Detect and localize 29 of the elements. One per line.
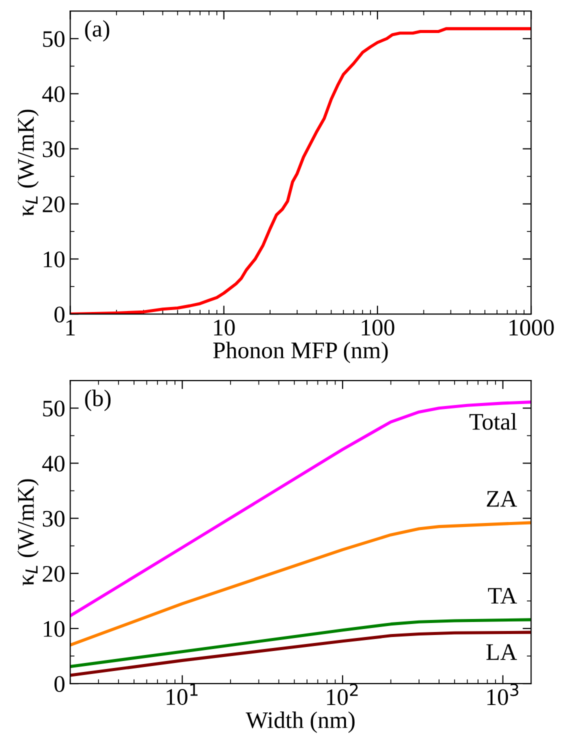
- y-tick-label: 20: [42, 566, 64, 582]
- x-tick-label: 10$^{3}$: [487, 684, 518, 706]
- y-axis-title: κ$_{L}$ (W/mK): [17, 110, 39, 216]
- series-label: Total: [469, 413, 517, 430]
- annotation: (b): [85, 390, 111, 412]
- series-label: TA: [488, 588, 518, 604]
- x-tick-label: 1000: [510, 320, 554, 336]
- y-tick-label: 50: [43, 400, 64, 417]
- series-label: ZA: [486, 490, 518, 507]
- y-tick-label: 30: [42, 510, 64, 527]
- annotation: (a): [85, 20, 110, 42]
- y-axis-title: κ$_{L}$ (W/mK): [17, 479, 39, 586]
- series-label: LA: [486, 644, 518, 660]
- x-axis-title: Phonon MFP (nm): [213, 342, 388, 364]
- y-tick-label: 0: [54, 306, 64, 322]
- y-tick-label: 0: [54, 676, 64, 692]
- y-tick-label: 50: [43, 31, 64, 48]
- y-tick-label: 40: [42, 86, 64, 102]
- x-tick-label: 10: [214, 320, 235, 336]
- x-tick-label: 10$^{2}$: [327, 684, 358, 706]
- y-tick-label: 20: [42, 196, 64, 212]
- x-axis-title: Width (nm): [246, 712, 355, 733]
- y-tick-label: 40: [42, 456, 64, 472]
- x-tick-label: 10$^{1}$: [166, 684, 198, 705]
- y-tick-label: 30: [42, 141, 64, 158]
- y-tick-label: 10: [44, 620, 64, 637]
- x-tick-label: 100: [362, 320, 394, 336]
- x-tick-label: 1: [66, 320, 75, 336]
- y-tick-label: 10: [44, 251, 64, 268]
